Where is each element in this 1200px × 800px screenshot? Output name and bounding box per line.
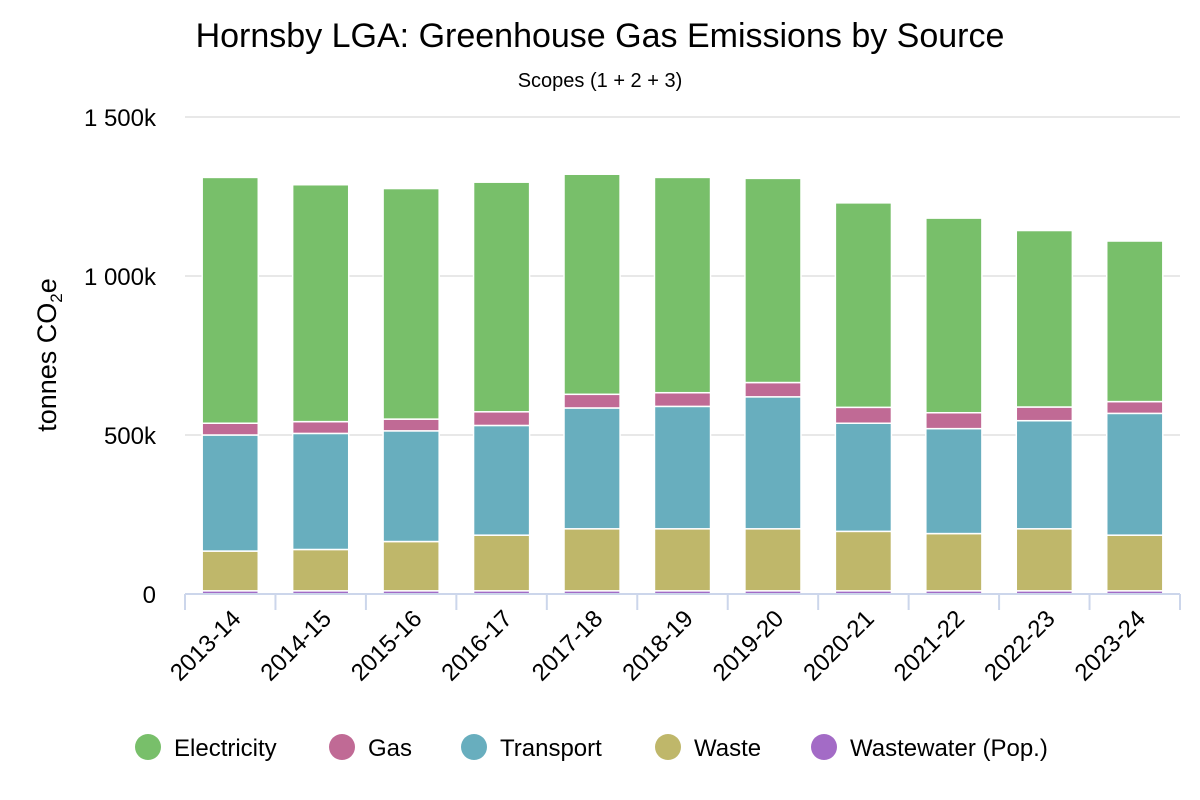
bar-series xyxy=(201,173,1164,595)
bar-segment xyxy=(834,406,893,424)
x-tick-label: 2020-21 xyxy=(798,605,879,686)
chart-subtitle: Scopes (1 + 2 + 3) xyxy=(518,70,683,92)
bar-segment xyxy=(653,176,712,394)
bar-segment xyxy=(1015,229,1074,408)
legend-marker xyxy=(461,734,487,760)
bar-segment xyxy=(1015,406,1074,422)
x-tick-label: 2017-18 xyxy=(527,605,608,686)
y-axis-label-subscript: 2 xyxy=(47,293,66,302)
x-tick-label: 2015-16 xyxy=(346,605,427,686)
chart-title: Hornsby LGA: Greenhouse Gas Emissions by… xyxy=(196,17,1005,55)
bar-segment xyxy=(291,420,350,435)
legend-label: Wastewater (Pop.) xyxy=(850,735,1048,762)
y-tick-label: 0 xyxy=(143,582,156,609)
x-axis: 2013-14 2014-15 2015-16 2016-17 2017-18 2018-… xyxy=(165,593,1181,687)
bar-segment xyxy=(1015,419,1074,530)
bar-segment xyxy=(201,176,260,424)
bar-segment xyxy=(834,202,893,409)
bar-segment xyxy=(291,432,350,551)
bar-segment xyxy=(744,528,802,592)
bar-segment xyxy=(382,430,440,543)
bar-segment xyxy=(382,187,440,420)
y-tick-label: 1 000k xyxy=(84,264,157,291)
y-tick-label: 1 500k xyxy=(84,105,157,132)
bar-segment xyxy=(472,411,531,427)
bar-segment xyxy=(201,550,260,592)
bar-segment xyxy=(563,393,621,409)
x-tick-label: 2019-20 xyxy=(708,605,789,686)
bar-segment xyxy=(1015,528,1074,592)
bar-segment xyxy=(563,407,621,530)
bar-segment xyxy=(291,548,350,592)
bar-segment xyxy=(382,418,440,432)
bar-segment xyxy=(472,181,531,413)
bar-segment xyxy=(653,405,712,530)
bar-segment xyxy=(925,427,983,535)
x-tick-label: 2023-24 xyxy=(1070,605,1151,686)
bar-segment xyxy=(1105,412,1164,536)
bar-segment xyxy=(563,528,621,592)
bar-segment xyxy=(472,534,531,592)
legend-marker xyxy=(329,734,355,760)
bar-segment xyxy=(201,434,260,552)
bar-segment xyxy=(653,528,712,592)
bar-segment xyxy=(925,411,983,430)
legend-marker xyxy=(655,734,681,760)
x-tick-label: 2022-23 xyxy=(979,605,1060,686)
x-tick-label: 2013-14 xyxy=(165,605,246,686)
y-axis-label-suffix: e xyxy=(32,278,62,293)
x-tick-label: 2018-19 xyxy=(617,605,698,686)
legend-marker xyxy=(135,734,161,760)
bar-segment xyxy=(653,391,712,408)
bar-segment xyxy=(472,424,531,536)
bar-segment xyxy=(834,530,893,592)
y-axis-label: tonnes CO2e xyxy=(32,278,66,432)
bar-segment xyxy=(1105,400,1164,415)
legend-label: Transport xyxy=(500,735,602,762)
bar-segment xyxy=(563,173,621,396)
y-tick-label: 500k xyxy=(104,423,157,450)
y-axis-ticks: 0 500k 1 000k 1 500k xyxy=(84,105,157,609)
bar-segment xyxy=(291,183,350,423)
legend-label: Electricity xyxy=(174,735,277,762)
bar-segment xyxy=(744,177,802,384)
legend-label: Gas xyxy=(368,735,412,762)
legend-marker xyxy=(811,734,837,760)
x-tick-label: 2016-17 xyxy=(436,605,517,686)
legend: Electricity Gas Transport Waste Wastewater (… xyxy=(135,734,1048,762)
bar-segment xyxy=(1105,534,1164,592)
x-tick-label: 2014-15 xyxy=(256,605,337,686)
bar-segment xyxy=(744,396,802,530)
y-axis-label-main: tonnes CO xyxy=(32,303,62,432)
bar-segment xyxy=(382,540,440,592)
bar-segment xyxy=(1105,240,1164,403)
bar-segment xyxy=(201,422,260,436)
bar-segment xyxy=(925,217,983,414)
bar-segment xyxy=(925,532,983,592)
bar-segment xyxy=(744,381,802,398)
legend-label: Waste xyxy=(694,735,761,762)
bar-segment xyxy=(834,422,893,533)
x-tick-label: 2021-22 xyxy=(889,605,970,686)
